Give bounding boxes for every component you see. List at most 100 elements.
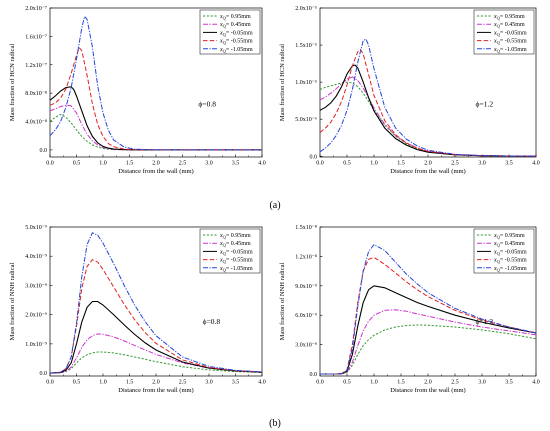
legend-label: xQ= 0.45mm [219,22,251,29]
legend-label: xQ= -0.55mm [493,39,527,46]
y-tick-label: 1.6x10⁻⁷ [25,34,47,40]
legend-label: xQ= -1.05mm [493,266,527,273]
panel-bottom-right: 0.0 0.5 1.0 1.5 2.0 2.5 3.0 3.5 4.0 0.0 3.0x10⁻⁹ 6.… [279,225,540,394]
x-tick-label: 1.5 [126,380,134,386]
series-line-s095 [49,113,262,151]
x-tick-label: 0.0 [46,161,54,167]
x-tick-label: 0.5 [343,380,351,386]
series-line-sm105 [49,232,263,374]
x-tick-label: 2.5 [179,161,187,167]
x-tick-label: 3.0 [205,380,213,386]
x-tick-label: 4.0 [258,380,266,386]
panel-label-a: (a) [269,200,280,211]
x-tick-label: 3.5 [232,161,240,167]
y-tick-label: 2.0x10⁻⁵ [295,6,317,12]
y-tick-label: 5.0x10⁻⁶ [295,117,317,123]
legend-box [473,228,535,274]
x-tick-label: 3.5 [505,161,513,167]
panel-bottom-left: 0.0 0.5 1.0 1.5 2.0 2.5 3.0 3.5 4.0 0.0 1.0x10⁻⁹ 2.… [9,225,266,394]
x-tick-label: 1.0 [370,161,378,167]
y-tick-label: 1.0x10⁻⁵ [295,80,317,86]
x-tick-label: 2.0 [424,161,432,167]
y-tick-label: 4.0x10⁻⁹ [25,254,47,260]
y-tick-label: 3.0x10⁻⁹ [295,343,317,349]
x-axis-label: Distance from the wall (mm) [118,387,193,394]
x-tick-label: 1.0 [99,161,107,167]
y-tick-label: 8.0x10⁻⁸ [25,91,47,97]
x-tick-label: 3.5 [232,380,240,386]
legend-label: xQ= -1.05mm [493,47,527,54]
x-tick-label: 3.0 [205,161,213,167]
y-tick-label: 0.0 [40,148,48,154]
legend-label: xQ= -0.05mm [219,30,253,37]
x-tick-label: 2.5 [451,380,459,386]
series-line-sm105 [320,243,537,375]
y-tick-label: 0.0 [310,372,318,378]
y-tick-label: 4.0x10⁻⁸ [25,120,47,126]
series-line-sm055 [49,46,262,151]
x-tick-label: 0.5 [73,380,81,386]
legend-label: xQ= -0.05mm [493,30,527,37]
series-line-s095 [320,324,537,375]
y-tick-label: 1.0x10⁻⁹ [25,342,47,348]
phi-annotation: ϕ=1.2 [476,317,494,326]
y-axis-label: Mass fraction of NNH radical [9,263,16,341]
series-line-s045 [49,333,263,374]
legend-label: xQ= -1.05mm [219,266,253,273]
series-line-s045 [49,104,262,151]
legend-label: xQ= -0.05mm [219,249,253,256]
x-tick-label: 4.0 [532,161,540,167]
x-tick-label: 0.5 [343,161,351,167]
phi-annotation: ϕ=0.8 [203,317,221,326]
phi-annotation: ϕ=1.2 [476,99,494,108]
y-tick-label: 3.0x10⁻⁹ [25,283,47,289]
x-tick-label: 2.0 [424,380,432,386]
x-tick-label: 4.0 [532,380,540,386]
legend-label: xQ= -0.05mm [493,249,527,256]
legend-label: xQ= 0.95mm [219,14,251,21]
x-tick-label: 0.0 [316,380,324,386]
x-tick-label: 2.0 [152,161,160,167]
x-axis-label: Distance from the wall (mm) [390,387,465,394]
x-tick-label: 1.5 [397,161,405,167]
x-tick-label: 0.0 [316,161,324,167]
x-axis-label: Distance from the wall (mm) [118,168,193,175]
legend-label: xQ= 0.95mm [219,233,251,240]
legend-label: xQ= 0.95mm [493,14,525,21]
y-axis-label: Mass fraction of HCN radical [279,44,286,121]
y-tick-label: 1.5x10⁻⁸ [295,225,317,231]
y-tick-label: 0.0 [310,154,318,160]
legend-label: xQ= -0.55mm [219,39,253,46]
series-line-s095 [49,351,263,374]
y-tick-label: 6.0x10⁻⁹ [295,313,317,319]
x-tick-label: 2.5 [179,380,187,386]
x-tick-label: 1.5 [126,161,134,167]
x-tick-label: 0.0 [46,380,54,386]
x-axis-label: Distance from the wall (mm) [390,168,465,175]
panel-top-right: 0.0 0.5 1.0 1.5 2.0 2.5 3.0 3.5 4.0 0.0 5.0x10⁻⁶ 1.… [279,6,540,175]
y-tick-label: 0.0 [40,371,48,377]
y-tick-label: 5.0x10⁻⁹ [25,225,47,231]
y-tick-label: 2.0x10⁻⁷ [25,6,47,12]
x-tick-label: 3.0 [478,380,486,386]
series-line-sm055 [319,48,537,157]
legend-label: xQ= 0.45mm [493,22,525,29]
series-line-sm005 [320,285,537,375]
x-tick-label: 1.5 [397,380,405,386]
y-tick-label: 1.2x10⁻⁸ [295,254,317,260]
legend-label: xQ= 0.45mm [493,241,525,248]
x-tick-label: 4.0 [258,161,266,167]
legend-label: xQ= -1.05mm [219,47,253,54]
x-tick-label: 2.0 [152,380,160,386]
x-tick-label: 3.0 [478,161,486,167]
series-line-sm005 [49,86,262,151]
x-tick-label: 1.0 [99,380,107,386]
y-tick-label: 1.2x10⁻⁷ [25,63,47,69]
y-tick-label: 9.0x10⁻⁹ [295,284,317,290]
legend-label: xQ= -0.55mm [493,258,527,265]
phi-annotation: ϕ=0.8 [198,99,216,108]
panel-label-b: (b) [269,418,281,429]
series-line-sm055 [320,256,537,375]
legend-label: xQ= 0.45mm [219,241,251,248]
